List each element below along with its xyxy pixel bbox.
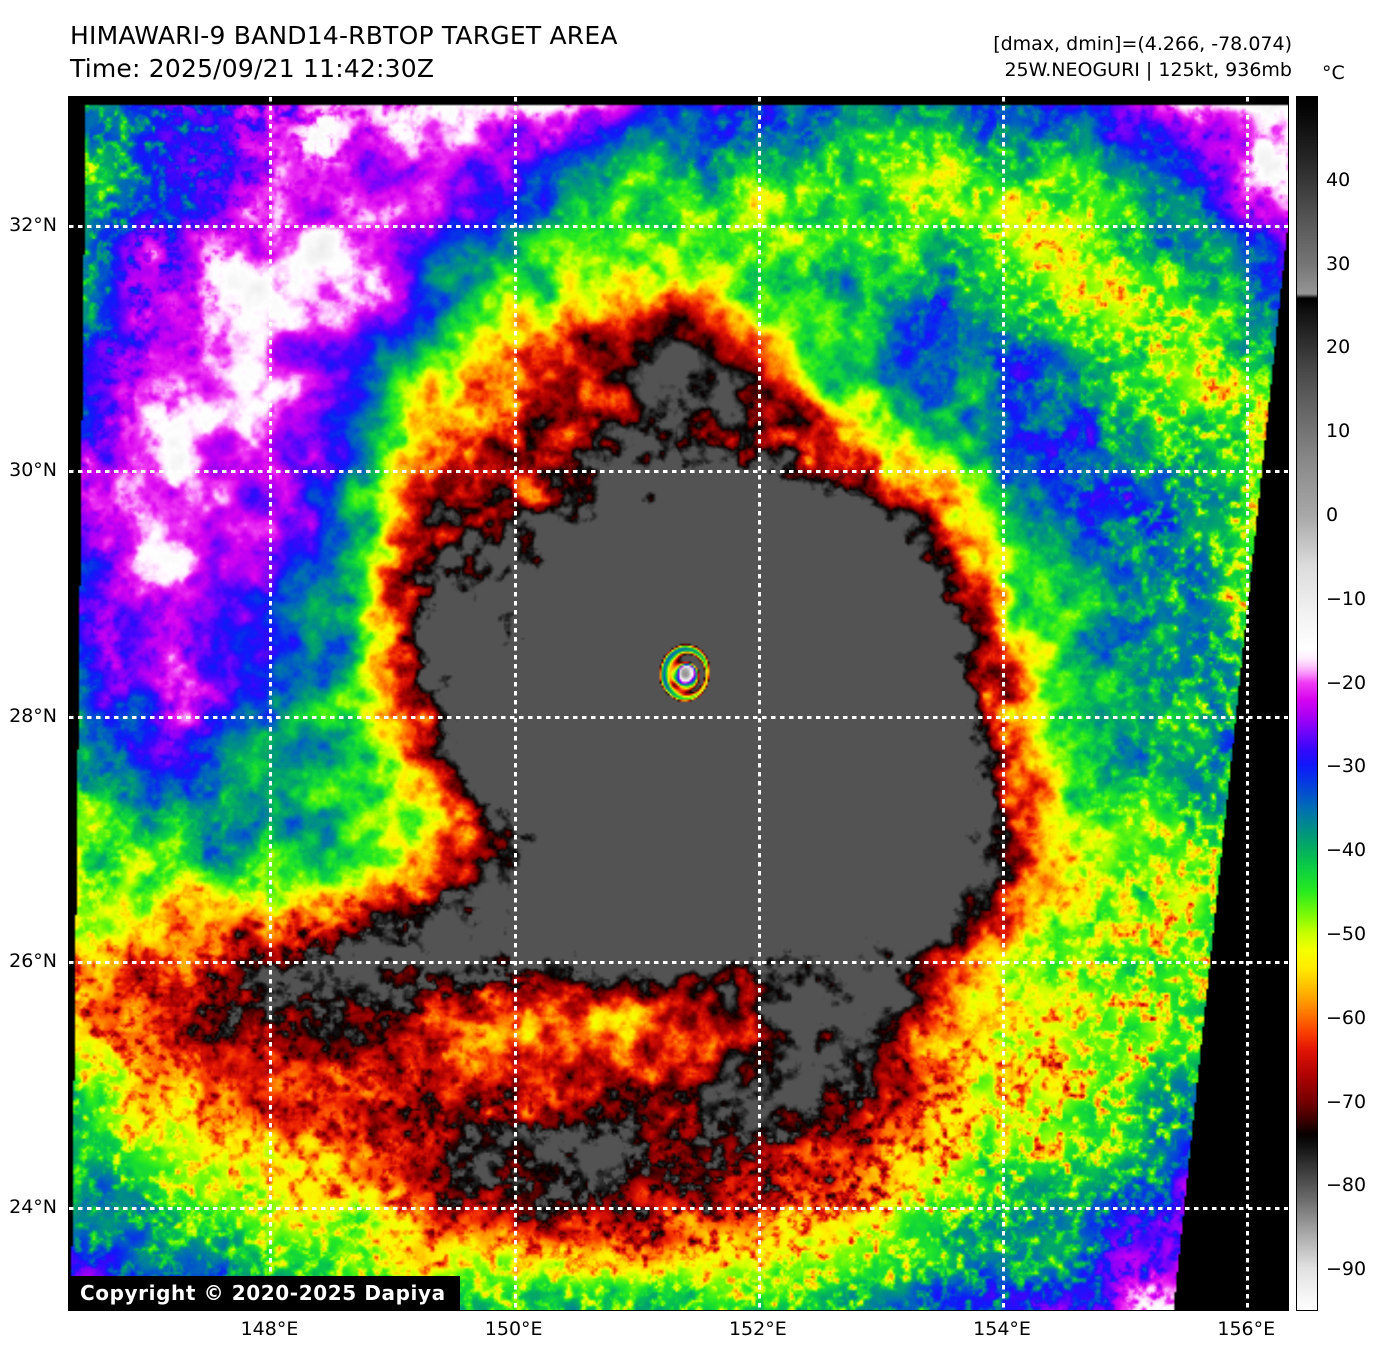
colorbar-tick-30: 30 [1326, 252, 1351, 275]
colorbar-tick--10: −10 [1326, 587, 1367, 610]
latitude-tick-28: 28°N [9, 704, 57, 727]
latitude-tick-32: 32°N [9, 213, 57, 236]
page-title: HIMAWARI-9 BAND14-RBTOP TARGET AREA [70, 21, 618, 50]
colorbar-tick-20: 20 [1326, 336, 1351, 359]
longitude-tick-148: 148°E [240, 1318, 299, 1340]
colorbar[interactable] [1296, 96, 1318, 1311]
colorbar-tick--30: −30 [1326, 755, 1367, 778]
colorbar-tick--50: −50 [1326, 922, 1367, 945]
colorbar-tick--80: −80 [1326, 1174, 1367, 1197]
colorbar-tick--70: −70 [1326, 1090, 1367, 1113]
longitude-tick-152: 152°E [728, 1318, 787, 1340]
metadata-block: [dmax, dmin]=(4.266, -78.074) 25W.NEOGUR… [993, 32, 1292, 83]
copyright-watermark: Copyright © 2020-2025 Dapiya [68, 1276, 460, 1311]
colorbar-tick--20: −20 [1326, 671, 1367, 694]
longitude-tick-156: 156°E [1217, 1318, 1276, 1340]
colorbar-tick--90: −90 [1326, 1258, 1367, 1281]
colorbar-tick-0: 0 [1326, 503, 1339, 526]
longitude-tick-154: 154°E [973, 1318, 1031, 1340]
timestamp-label: Time: 2025/09/21 11:42:30Z [70, 53, 435, 83]
colorbar-unit-label: °C [1322, 62, 1345, 84]
dmax-dmin-label: [dmax, dmin]=(4.266, -78.074) [993, 33, 1292, 55]
colorbar-tick--60: −60 [1326, 1006, 1367, 1029]
latitude-tick-30: 30°N [9, 459, 57, 482]
colorbar-tick-10: 10 [1326, 420, 1351, 443]
satellite-image-plot[interactable] [68, 96, 1289, 1311]
title-block: HIMAWARI-9 BAND14-RBTOP TARGET AREA Time… [70, 20, 618, 85]
storm-info-label: 25W.NEOGURI | 125kt, 936mb [1004, 58, 1292, 81]
latitude-tick-26: 26°N [9, 950, 57, 973]
latitude-tick-24: 24°N [9, 1195, 57, 1218]
colorbar-tick--40: −40 [1326, 839, 1367, 862]
infrared-imagery [69, 97, 1288, 1310]
longitude-tick-150: 150°E [484, 1318, 543, 1340]
colorbar-tick-40: 40 [1326, 168, 1351, 191]
